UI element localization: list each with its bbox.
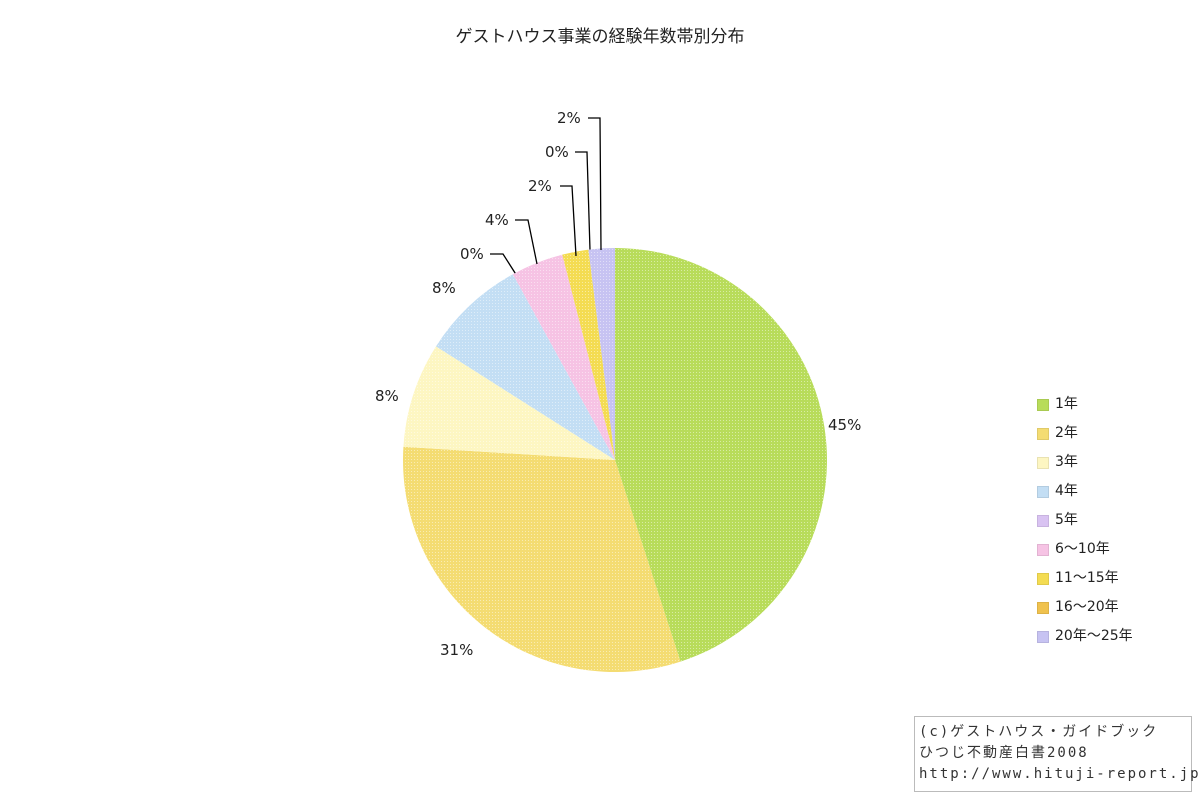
legend-label: 4年: [1055, 483, 1078, 499]
slice-label-1: 45%: [828, 416, 861, 434]
credit-box: (c)ゲストハウス・ガイドブック ひつじ不動産白書2008 http://www…: [914, 716, 1200, 792]
legend: 1年 2年 3年 4年 5年 6〜10年 11〜15年 16〜20年 20年〜25年: [1037, 390, 1133, 651]
pie-slice-9: [588, 248, 615, 460]
pie-slice-6: [512, 254, 615, 460]
pie-slice-7: [562, 249, 615, 460]
slice-label-5: 0%: [460, 245, 484, 263]
leader-line-8: [575, 151, 591, 251]
legend-label: 6〜10年: [1055, 541, 1110, 557]
legend-item: 11〜15年: [1037, 564, 1133, 593]
chart-title: ゲストハウス事業の経験年数帯別分布: [455, 27, 745, 47]
legend-swatch: [1037, 427, 1049, 440]
credit-copyright: (c)ゲストハウス・ガイドブック: [919, 724, 1159, 740]
slice-label-4: 8%: [432, 279, 456, 297]
slice-label-2: 31%: [440, 641, 473, 659]
leader-line-7: [560, 185, 577, 257]
legend-swatch: [1037, 398, 1049, 411]
slice-label-3: 8%: [375, 387, 399, 405]
slice-label-8: 0%: [545, 143, 569, 161]
legend-label: 2年: [1055, 425, 1078, 441]
legend-item: 2年: [1037, 419, 1133, 448]
legend-swatch: [1037, 543, 1049, 556]
pie-slice-3: [403, 346, 615, 460]
legend-label: 3年: [1055, 454, 1078, 470]
legend-label: 16〜20年: [1055, 599, 1119, 615]
slice-label-6: 4%: [485, 211, 509, 229]
legend-swatch: [1037, 601, 1049, 614]
slice-label-9: 2%: [557, 109, 581, 127]
legend-item: 4年: [1037, 477, 1133, 506]
leader-line-5: [490, 253, 518, 277]
leader-line-6: [515, 219, 538, 265]
legend-label: 20年〜25年: [1055, 628, 1133, 644]
legend-item: 20年〜25年: [1037, 622, 1133, 651]
legend-item: 1年: [1037, 390, 1133, 419]
legend-swatch: [1037, 485, 1049, 498]
slice-label-7: 2%: [528, 177, 552, 195]
legend-item: 5年: [1037, 506, 1133, 535]
pie-slice-1: [615, 248, 827, 662]
legend-swatch: [1037, 456, 1049, 469]
leader-line-9: [588, 117, 602, 251]
credit-publication: ひつじ不動産白書2008: [919, 745, 1089, 761]
legend-label: 11〜15年: [1055, 570, 1119, 586]
legend-swatch: [1037, 514, 1049, 527]
legend-item: 6〜10年: [1037, 535, 1133, 564]
legend-label: 5年: [1055, 512, 1078, 528]
legend-label: 1年: [1055, 396, 1078, 412]
legend-item: 16〜20年: [1037, 593, 1133, 622]
pie-slice-4: [436, 274, 615, 460]
legend-swatch: [1037, 630, 1049, 643]
pie-slice-2: [403, 446, 681, 672]
credit-url: http://www.hituji-report.jp/: [919, 766, 1200, 782]
legend-item: 3年: [1037, 448, 1133, 477]
legend-swatch: [1037, 572, 1049, 585]
